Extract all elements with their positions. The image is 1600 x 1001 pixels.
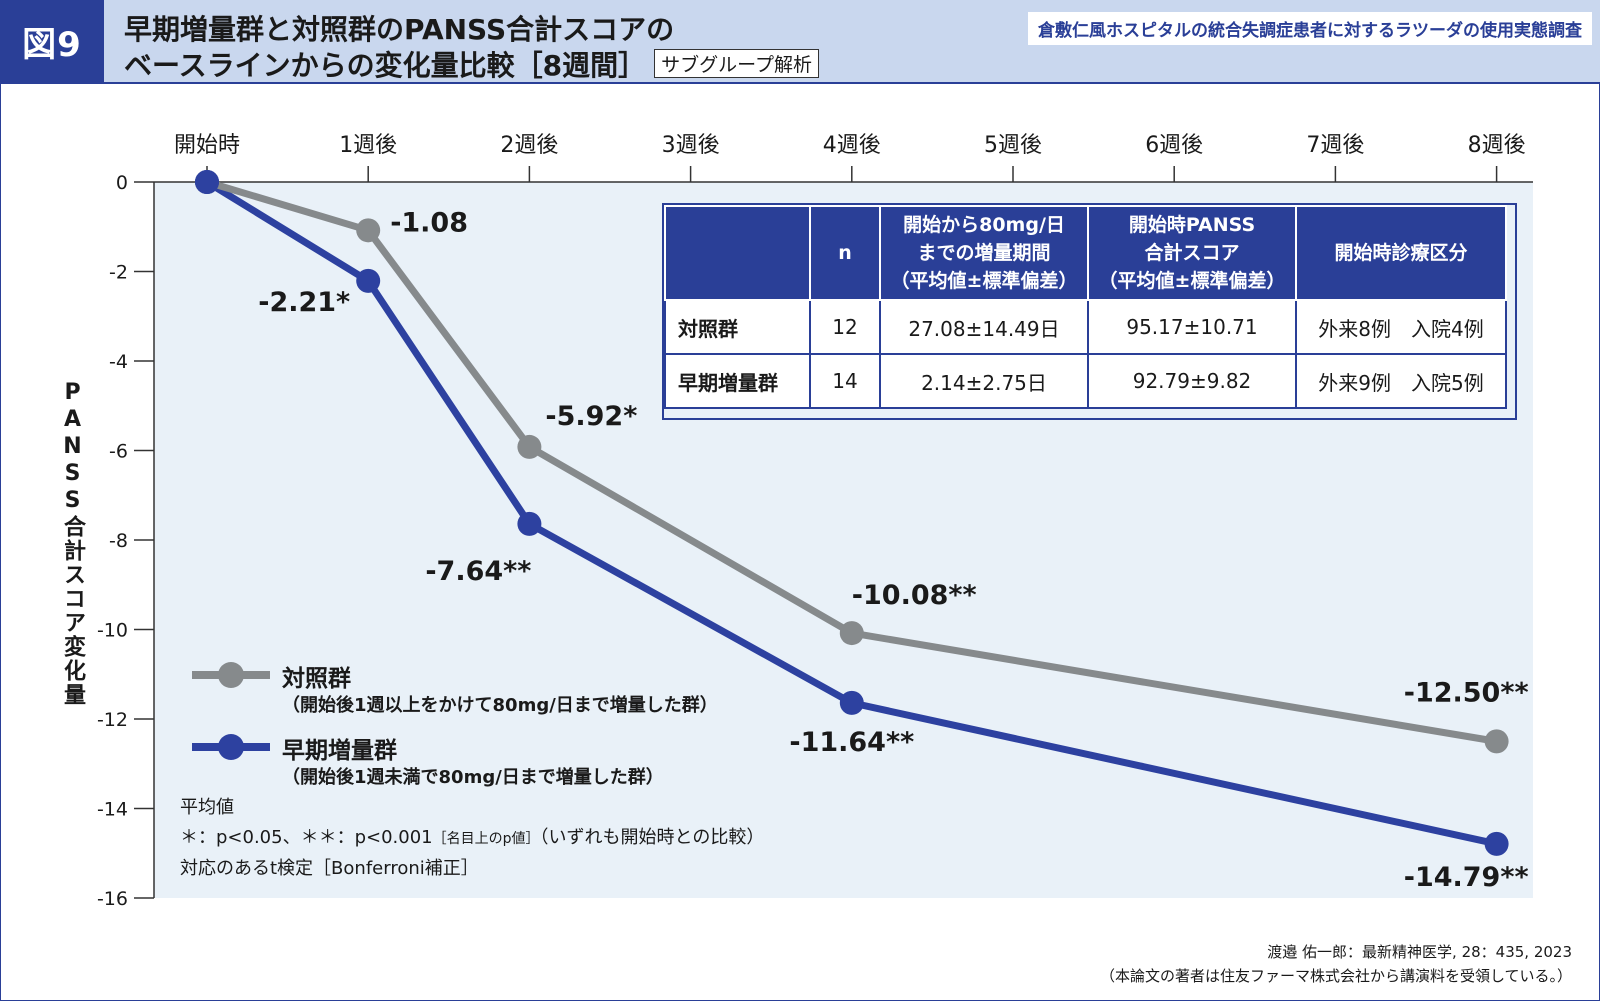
x-tick-label: 2週後 — [500, 133, 558, 158]
data-point-origin — [195, 170, 219, 194]
y-tick-label: -6 — [109, 441, 128, 463]
y-tick-label: 0 — [116, 172, 128, 194]
y-tick-label: -14 — [97, 799, 128, 821]
data-label-control: -10.08** — [852, 580, 977, 611]
table-cell-period: 27.08±14.49日 — [879, 299, 1089, 355]
table-header-panss-line1: 開始時PANSS — [1128, 214, 1256, 236]
x-tick-label: 6週後 — [1145, 133, 1203, 158]
x-tick-label: 5週後 — [984, 133, 1042, 158]
figure-title-line1: 早期増量群と対照群のPANSS合計スコアの — [124, 13, 675, 46]
data-point-early — [1484, 831, 1509, 856]
legend-desc-early: （開始後1週未満で80mg/日まで増量した群） — [282, 767, 664, 788]
table-cell-group: 早期増量群 — [664, 353, 811, 409]
chart-axes: 0 -2 -4 -6 -8 -10 -12 -14 -16 開始時 1週後 2週後 3週後 4週後 5週後 6… — [97, 133, 1533, 910]
legend-dot-control — [218, 662, 244, 688]
table-header-panss-line2: 合計スコア — [1144, 242, 1240, 264]
table-cell-period: 2.14±2.75日 — [879, 353, 1089, 409]
summary-table: n 開始から80mg/日 までの増量期間 （平均値±標準偏差） 開始時PANSS… — [664, 205, 1507, 409]
figure-header: 図9 早期増量群と対照群のPANSS合計スコアの ベースラインからの変化量比較［… — [0, 0, 1600, 84]
data-label-early: -7.64** — [425, 556, 531, 587]
data-point-early — [356, 268, 381, 293]
y-tick-label: -4 — [109, 351, 128, 373]
note-significance-levels: ＊：p<0.05、＊＊：p<0.001 — [180, 827, 433, 848]
table-cell-panss: 92.79±9.82 — [1087, 353, 1297, 409]
y-tick-label: -16 — [97, 888, 128, 910]
figure-title-line2: ベースラインからの変化量比較［8週間］ サブグループ解析 — [124, 44, 819, 84]
y-axis-label: PANSS合計スコア変化量 — [60, 380, 85, 707]
table-header-period: 開始から80mg/日 までの増量期間 （平均値±標準偏差） — [879, 205, 1089, 301]
subgroup-tag: サブグループ解析 — [654, 49, 819, 78]
table-row: 対照群 12 27.08±14.49日 95.17±10.71 外来8例 入院4… — [664, 299, 1507, 355]
table-cell-category: 外来9例 入院5例 — [1295, 353, 1507, 409]
y-tick-label: -12 — [97, 709, 128, 731]
citation-reference: 渡邉 佑一郎：最新精神医学, 28：435, 2023 — [1267, 943, 1572, 961]
data-label-early: -2.21* — [258, 287, 350, 318]
table-header-blank — [664, 205, 811, 301]
table-header-period-line3: （平均値±標準偏差） — [890, 270, 1078, 292]
figure-number-badge: 図9 — [0, 0, 104, 82]
data-label-early: -11.64** — [789, 727, 914, 758]
x-tick-label: 8週後 — [1468, 133, 1526, 158]
x-tick-label: 3週後 — [662, 133, 720, 158]
note-mean: 平均値 — [180, 797, 234, 818]
data-point-control — [517, 434, 542, 459]
chart-data-labels: -1.08 -5.92* -10.08** -12.50** -2.21* -7.64**… — [258, 207, 1528, 893]
data-point-control — [839, 621, 864, 646]
study-source-tag: 倉敷仁風ホスピタルの統合失調症患者に対するラツーダの使用実態調査 — [1028, 12, 1592, 45]
y-tick-label: -10 — [97, 620, 128, 642]
table-header-n: n — [809, 205, 881, 301]
legend-label-early: 早期増量群 — [282, 738, 397, 764]
table-cell-n: 14 — [809, 353, 881, 409]
legend-dot-early — [218, 734, 244, 760]
table-header-panss-line3: （平均値±標準偏差） — [1098, 270, 1286, 292]
legend-marker-early — [192, 734, 270, 760]
table-cell-category: 外来8例 入院4例 — [1295, 299, 1507, 355]
data-point-early — [517, 511, 542, 536]
data-label-control: -5.92* — [545, 401, 637, 432]
data-label-control: -12.50** — [1404, 677, 1529, 708]
table-header-panss: 開始時PANSS 合計スコア （平均値±標準偏差） — [1087, 205, 1297, 301]
table-cell-n: 12 — [809, 299, 881, 355]
data-point-early — [839, 690, 864, 715]
legend-marker-control — [192, 662, 270, 688]
citation: 渡邉 佑一郎：最新精神医学, 28：435, 2023 （本論文の著者は住友ファ… — [1100, 940, 1572, 988]
data-label-control: -1.08 — [390, 207, 468, 238]
data-point-control — [1484, 729, 1509, 754]
x-tick-label: 1週後 — [339, 133, 397, 158]
figure-title-line2-text: ベースラインからの変化量比較［8週間］ — [124, 49, 647, 82]
table-row: 早期増量群 14 2.14±2.75日 92.79±9.82 外来9例 入院5例 — [664, 353, 1507, 409]
note-test-method: 対応のあるt検定［Bonferroni補正］ — [180, 858, 479, 879]
table-header-category: 開始時診療区分 — [1295, 205, 1507, 301]
legend-label-control: 対照群 — [282, 666, 351, 692]
note-comparison: （いずれも開始時との比較） — [539, 827, 765, 848]
data-point-control — [356, 218, 381, 243]
chart-notes: 平均値 ＊：p<0.05、＊＊：p<0.001［名目上のp値］（いずれも開始時と… — [180, 793, 764, 884]
x-tick-label: 4週後 — [823, 133, 881, 158]
table-header-row: n 開始から80mg/日 までの増量期間 （平均値±標準偏差） 開始時PANSS… — [664, 205, 1507, 301]
data-label-early: -14.79** — [1404, 862, 1529, 893]
table-header-period-line1: 開始から80mg/日 — [903, 214, 1065, 236]
y-tick-label: -8 — [109, 530, 128, 552]
note-nominal-p: ［名目上のp値］ — [432, 831, 540, 847]
x-tick-label: 7週後 — [1306, 133, 1364, 158]
table-cell-panss: 95.17±10.71 — [1087, 299, 1297, 355]
note-significance: ＊：p<0.05、＊＊：p<0.001［名目上のp値］（いずれも開始時との比較） — [180, 823, 764, 854]
table-cell-group: 対照群 — [664, 299, 811, 355]
citation-disclosure: （本論文の著者は住友ファーマ株式会社から講演料を受領している。） — [1099, 967, 1572, 985]
x-tick-label: 開始時 — [174, 133, 240, 158]
chart-series — [195, 170, 1509, 856]
y-tick-label: -2 — [109, 262, 128, 284]
legend-desc-control: （開始後1週以上をかけて80mg/日まで増量した群） — [282, 695, 718, 716]
table-header-period-line2: までの増量期間 — [917, 242, 1051, 264]
